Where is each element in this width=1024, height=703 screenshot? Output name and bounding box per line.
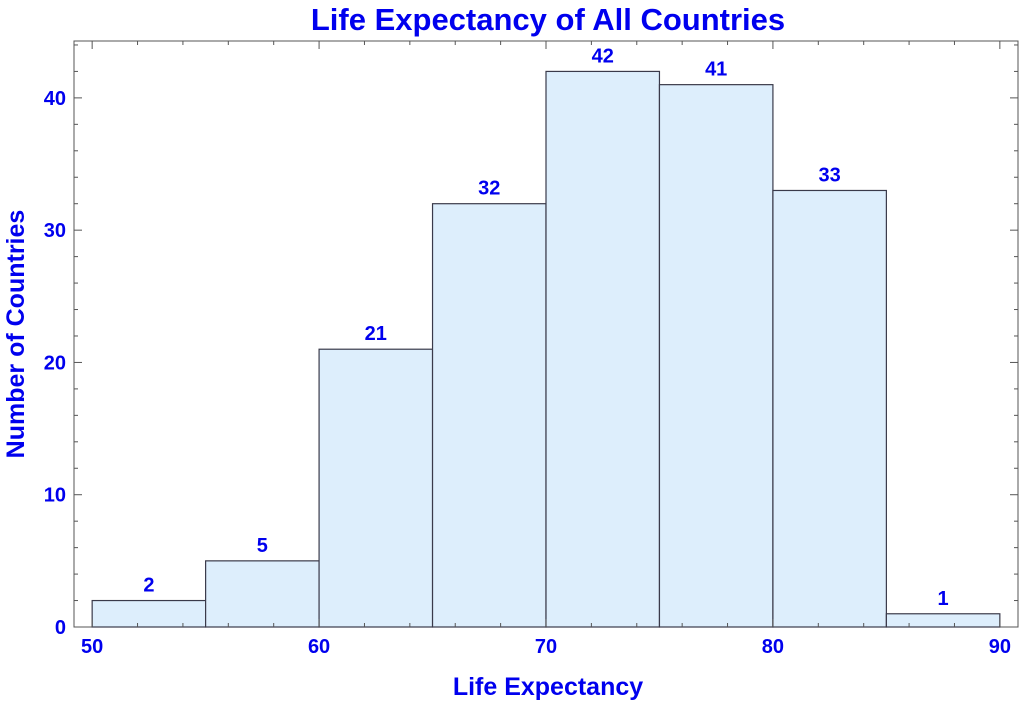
bar-60-65 [318, 348, 434, 628]
y-tick-label-30: 30 [44, 220, 66, 242]
bar-70-75 [545, 70, 661, 628]
y-axis-label: Number of Countries [2, 210, 30, 459]
x-tick-label-80: 80 [762, 636, 784, 658]
bar-50-55 [91, 599, 207, 628]
bar-85-90 [885, 613, 1001, 628]
ticks-group: 50 60 70 80 90 0 10 20 30 40 [44, 41, 1018, 658]
data-label-85-90: 1 [938, 588, 949, 610]
x-tick-label-50: 50 [81, 636, 103, 658]
bar-80-85 [772, 189, 887, 628]
x-tick-label-70: 70 [535, 636, 557, 658]
bar-75-80 [658, 84, 774, 628]
y-tick-label-10: 10 [44, 485, 66, 507]
bars-group [91, 70, 1001, 628]
x-axis-label: Life Expectancy [453, 673, 643, 701]
data-label-50-55: 2 [143, 575, 154, 597]
data-label-60-65: 21 [365, 323, 387, 345]
y-tick-label-20: 20 [44, 352, 66, 374]
data-label-65-70: 32 [478, 178, 500, 200]
x-tick-label-90: 90 [989, 636, 1011, 658]
bar-55-60 [205, 560, 320, 628]
data-label-80-85: 33 [819, 164, 841, 186]
data-labels-group: 2 5 21 32 42 41 33 1 [143, 45, 948, 609]
data-label-55-60: 5 [257, 535, 268, 557]
y-tick-label-40: 40 [44, 88, 66, 110]
bar-65-70 [431, 203, 547, 628]
data-label-70-75: 42 [592, 45, 614, 67]
data-label-75-80: 41 [705, 59, 727, 81]
chart-title: Life Expectancy of All Countries [311, 2, 785, 37]
x-tick-label-60: 60 [308, 636, 330, 658]
y-tick-label-0: 0 [55, 617, 66, 639]
